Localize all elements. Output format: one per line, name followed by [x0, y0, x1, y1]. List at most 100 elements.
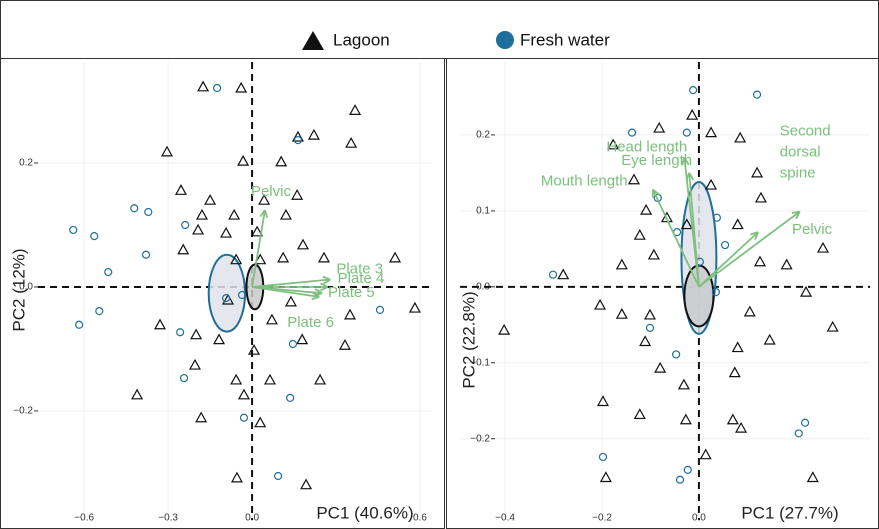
lagoon-point: [279, 208, 292, 220]
lagoon-point: [800, 285, 813, 297]
fresh-water-point: [286, 393, 295, 403]
fresh-water-point: [239, 413, 249, 422]
fresh-water-point: [712, 213, 721, 222]
y-tick-label: 0.2: [19, 158, 33, 169]
lagoon-point: [177, 243, 190, 255]
lagoon-point: [594, 298, 607, 310]
y-tick-label: 0.2: [476, 130, 490, 141]
legend-marker: [302, 31, 324, 50]
arrow-head: [791, 210, 801, 220]
loading-arrow: [698, 231, 759, 288]
lagoon-point: [174, 184, 188, 195]
lagoon-point: [816, 241, 830, 253]
panel-frame: [446, 58, 879, 529]
lagoon-point: [213, 333, 226, 345]
lagoon-point: [826, 320, 839, 332]
fresh-water-point: [627, 128, 637, 137]
fresh-water-point: [130, 204, 139, 213]
lagoon-point: [131, 388, 144, 400]
lagoon-point: [317, 251, 331, 263]
fresh-water-point: [689, 86, 698, 95]
lagoon-point: [160, 145, 174, 157]
loading-arrow: [652, 189, 700, 288]
loading-label: Head length: [606, 139, 687, 156]
lagoon-point: [643, 308, 656, 320]
fresh-water-point: [179, 373, 189, 383]
fresh-water-point: [293, 135, 303, 145]
fresh-water-point: [711, 288, 720, 297]
lagoon-point: [248, 343, 261, 355]
loading-arrow: [688, 172, 700, 287]
lagoon-point: [197, 80, 210, 92]
lagoon-point: [230, 373, 243, 385]
y-tick-label: −0.1: [470, 357, 490, 368]
fresh-water-point: [375, 305, 385, 315]
lagoon-point: [153, 318, 167, 330]
lagoon-point: [235, 81, 248, 93]
lagoon-point: [296, 238, 310, 250]
loading-label: Plate 6: [287, 314, 334, 331]
lagoon-point: [654, 361, 667, 373]
loading-label: Plate 3: [336, 261, 383, 278]
fresh-water-point: [682, 128, 691, 137]
fresh-water-point: [69, 225, 78, 235]
lagoon-point: [291, 130, 304, 142]
fresh-water-point: [141, 250, 151, 259]
lagoon-point: [230, 471, 243, 483]
lagoon-point: [731, 341, 744, 353]
x-tick-label: −0.6: [74, 513, 94, 524]
legend-label: Lagoon: [333, 30, 390, 49]
fresh-water-point: [144, 207, 153, 217]
lagoon-point: [254, 416, 267, 428]
lagoon-point: [258, 193, 271, 205]
lagoon-point: [680, 218, 693, 230]
loading-arrow: [251, 209, 266, 288]
lagoon-point: [221, 293, 235, 305]
lagoon-point: [230, 253, 243, 265]
legend-box: [0, 0, 879, 59]
legend-label: Fresh water: [520, 30, 610, 49]
fresh-water-point: [675, 475, 685, 484]
legend-marker: [496, 31, 514, 49]
lagoon-point: [627, 173, 641, 185]
arrow-head: [259, 209, 269, 219]
arrow-head: [685, 172, 695, 181]
arrow-head: [750, 231, 759, 240]
lagoon-point: [806, 471, 819, 483]
fresh-water-point: [794, 429, 803, 438]
lagoon-point: [699, 448, 712, 460]
lagoon-point: [753, 255, 767, 267]
y-tick-label: 0.0: [476, 281, 490, 292]
lagoon-point: [751, 166, 764, 178]
lagoon-point: [300, 478, 313, 490]
lagoon-point: [188, 358, 202, 370]
arrow-head: [320, 282, 329, 292]
lagoon-point: [780, 258, 793, 270]
x-tick-label: 0.6: [413, 513, 427, 524]
lagoon-point: [228, 208, 241, 220]
lagoon-point: [277, 251, 290, 263]
lagoon-point: [735, 421, 748, 433]
lagoon-point: [557, 268, 570, 280]
lagoon-point: [195, 411, 208, 423]
lagoon-point: [263, 373, 276, 385]
y-axis-label: PC2 (22.8%): [459, 291, 478, 388]
lagoon-point: [743, 305, 756, 317]
lagoon-point: [275, 155, 288, 167]
lagoon-point: [284, 295, 297, 307]
lagoon-point: [220, 226, 233, 238]
lagoon-point: [204, 193, 217, 205]
lagoon-point: [599, 471, 612, 483]
loading-label: Pelvic: [792, 221, 833, 238]
fresh-water-point: [90, 232, 99, 241]
lagoon-point: [254, 253, 267, 265]
loading-arrow: [251, 278, 331, 288]
arrow-head: [680, 157, 690, 166]
lagoon-point: [653, 121, 666, 133]
lagoon-point: [633, 228, 646, 240]
lagoon-point: [754, 191, 767, 203]
lagoon-point: [633, 408, 646, 420]
lagoon-point: [498, 323, 511, 335]
y-tick-label: −0.2: [470, 433, 490, 444]
